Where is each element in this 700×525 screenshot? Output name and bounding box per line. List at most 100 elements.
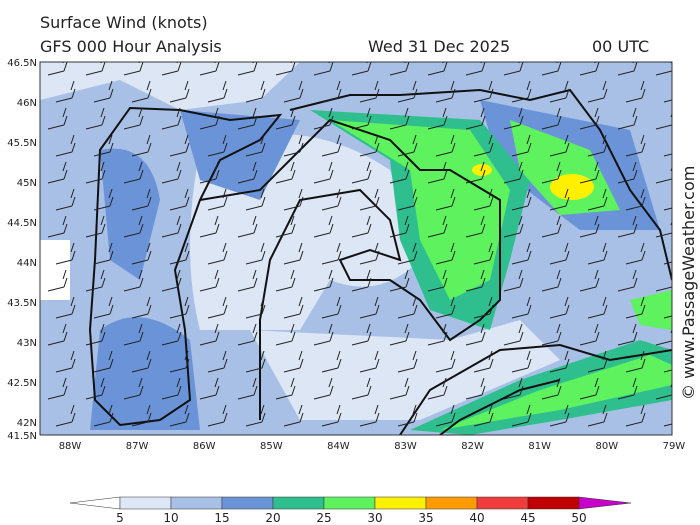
wind-barb xyxy=(359,134,380,157)
wind-barb xyxy=(321,404,342,427)
wind-barb xyxy=(503,107,524,130)
wind-barb xyxy=(511,404,532,427)
lat-label: 42N xyxy=(17,418,37,429)
wind-barb xyxy=(283,350,304,373)
wind-barb xyxy=(283,80,304,103)
wind-barb xyxy=(245,188,266,211)
watermark: © www.PassageWeather.com xyxy=(679,166,698,400)
wind-barb xyxy=(617,107,638,130)
wind-barb xyxy=(351,377,372,400)
lon-label: 86W xyxy=(193,441,216,452)
wind-barb xyxy=(237,62,258,76)
wind-barb xyxy=(625,80,646,103)
wind-barb xyxy=(351,215,372,238)
colorbar-box xyxy=(425,496,478,510)
wind-barb xyxy=(473,296,494,319)
wind-barb xyxy=(503,269,524,292)
wind-barb xyxy=(321,350,342,373)
wind-barb xyxy=(47,377,68,400)
wind-barb xyxy=(549,404,570,427)
wind-barb xyxy=(579,323,600,346)
wind-barb xyxy=(549,350,570,373)
lon-label: 80W xyxy=(595,441,618,452)
wind-barb xyxy=(237,269,258,292)
wind-barb xyxy=(207,242,228,265)
wind-barb xyxy=(313,62,334,76)
wind-barb xyxy=(587,242,608,265)
wind-barb xyxy=(465,62,486,76)
wind-barb xyxy=(237,107,258,130)
wind-barb xyxy=(435,404,456,427)
colorbar-box xyxy=(170,496,223,510)
wind-barb xyxy=(625,296,646,319)
wind-barb xyxy=(397,188,418,211)
wind-barb xyxy=(351,161,372,184)
wind-barb xyxy=(283,134,304,157)
wind-barb xyxy=(617,377,638,400)
map-area xyxy=(40,62,672,435)
wind-barb xyxy=(169,350,190,373)
lat-label: 43N xyxy=(17,338,37,349)
wind-barb xyxy=(389,107,410,130)
wind-barb xyxy=(161,215,182,238)
colorbar-high xyxy=(578,496,632,510)
wind-barb xyxy=(397,80,418,103)
wind-barb xyxy=(351,107,372,130)
wind-barb xyxy=(93,404,114,427)
wind-barb xyxy=(123,269,144,292)
wind-barb xyxy=(549,134,570,157)
colorbar-label: 15 xyxy=(214,511,229,525)
wind-barb xyxy=(169,188,190,211)
wind-barb xyxy=(47,62,68,76)
wind-barb xyxy=(93,242,114,265)
lon-label: 88W xyxy=(59,441,82,452)
wind-barb xyxy=(199,323,220,346)
wind-barb xyxy=(359,188,380,211)
wind-barb xyxy=(245,242,266,265)
wind-barb xyxy=(131,350,152,373)
wind-barb xyxy=(47,215,68,238)
wind-barb xyxy=(389,161,410,184)
wind-barb xyxy=(161,323,182,346)
wind-barb xyxy=(625,188,646,211)
wind-barb xyxy=(93,296,114,319)
wind-barb xyxy=(245,80,266,103)
wind-barb xyxy=(435,242,456,265)
wind-barb xyxy=(47,107,68,130)
wind-barb xyxy=(549,188,570,211)
lon-label: 85W xyxy=(260,441,283,452)
wind-barb xyxy=(321,242,342,265)
colorbar-box xyxy=(272,496,325,510)
wind-barb xyxy=(237,215,258,238)
wind-barb xyxy=(321,296,342,319)
wind-barb xyxy=(427,323,448,346)
wind-barb xyxy=(275,377,296,400)
lon-label: 83W xyxy=(394,441,417,452)
wind-barb xyxy=(245,134,266,157)
wind-barb xyxy=(85,161,106,184)
wind-barb xyxy=(625,134,646,157)
colorbar-box xyxy=(119,496,172,510)
wind-barb xyxy=(587,404,608,427)
wind-barb xyxy=(131,404,152,427)
wind-barb xyxy=(237,323,258,346)
wind-barb xyxy=(55,296,76,319)
wind-barb xyxy=(617,323,638,346)
wind-barb xyxy=(359,404,380,427)
wind-barb xyxy=(55,134,76,157)
wind-barb xyxy=(549,80,570,103)
wind-barb xyxy=(435,296,456,319)
wind-barb xyxy=(617,215,638,238)
colorbar-label: 25 xyxy=(316,511,331,525)
wind-barb xyxy=(435,80,456,103)
wind-barb xyxy=(503,215,524,238)
wind-barb xyxy=(245,296,266,319)
wind-barb xyxy=(123,62,144,76)
lat-label: 42.5N xyxy=(7,378,37,389)
wind-barb xyxy=(55,404,76,427)
lat-label: 45.5N xyxy=(7,138,37,149)
wind-barb xyxy=(85,377,106,400)
wind-barb xyxy=(321,188,342,211)
wind-barb xyxy=(587,188,608,211)
wind-barb xyxy=(579,62,600,76)
